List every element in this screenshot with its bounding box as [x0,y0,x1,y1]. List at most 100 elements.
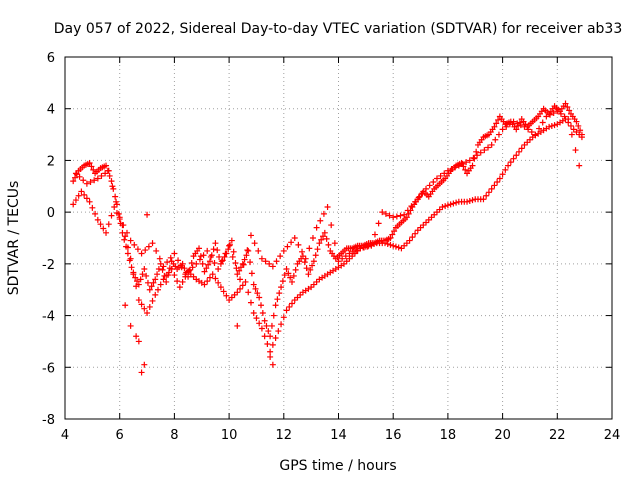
point-track-a [239,260,246,267]
point-track-c [83,180,90,187]
point-track-b [253,315,260,322]
point-track-c [189,264,196,271]
point-track-b [283,307,290,314]
point-track-c [357,245,364,252]
point-track-a [72,174,79,181]
point-track-a [309,262,316,269]
point-track-a [106,172,113,179]
point-track-b [390,242,397,249]
point-track-a [132,274,139,281]
point-track-c [306,245,313,252]
point-track-a [234,271,241,278]
point-track-c [116,214,123,221]
point-track-a [159,266,166,273]
point-track-c [123,229,130,236]
point-track-c [87,178,94,185]
point-track-a [141,266,148,273]
point-track-b [409,234,416,241]
point-track-a [227,241,234,248]
point-track-c [412,198,419,205]
point-track-c [364,243,371,250]
point-track-c [200,252,207,259]
point-track-b [439,203,446,210]
point-track-a [292,266,299,273]
point-track-c [335,258,342,265]
point-track-c [156,255,163,262]
point-track-a [103,162,110,169]
point-track-c [419,190,426,197]
point-track-a [179,260,186,267]
point-track-a [290,272,297,279]
point-track-a [289,278,296,285]
point-track-c [266,260,273,267]
y-tick-label: 0 [47,206,55,221]
point-track-a [134,278,141,285]
point-track-a [248,270,255,277]
point-track-b [89,204,96,211]
point-track-b [154,286,161,293]
point-track-c [536,125,543,132]
point-track-a [214,247,221,254]
point-track-a [265,328,272,335]
point-track-b [247,299,254,306]
point-outliers [144,211,151,218]
point-track-a [387,235,394,241]
point-track-c [568,131,575,138]
point-track-a [225,246,232,253]
point-track-b [469,197,476,204]
point-outliers [234,322,241,329]
point-track-c [280,247,287,254]
point-track-c [302,255,309,262]
point-track-b [86,198,93,205]
point-track-a [281,272,288,279]
point-track-b [567,122,574,129]
point-track-c [503,123,510,130]
point-track-c [98,172,105,179]
point-track-c [382,210,389,217]
point-outliers [141,361,148,368]
point-track-b [113,210,120,217]
point-track-b [505,162,512,169]
point-track-c [113,198,120,205]
point-track-b [141,305,148,312]
point-track-b [480,196,487,203]
y-tick-label: 4 [47,103,55,118]
grid-lines [65,57,612,419]
axis-ticks [64,56,613,420]
point-track-b [444,202,451,209]
point-track-b [264,341,271,348]
point-track-c [393,213,400,220]
point-track-b [78,188,85,195]
point-track-c [309,235,316,241]
point-track-c [547,111,554,118]
point-track-a [312,252,319,259]
point-track-b [234,289,241,296]
point-track-c [565,116,572,123]
point-track-b [157,281,164,288]
point-track-b [97,221,104,228]
point-track-b [496,175,503,182]
point-track-a [274,296,281,303]
point-track-a [188,259,195,266]
y-tick-label: 6 [47,51,55,66]
point-track-c [229,253,236,260]
point-track-a [155,266,162,273]
point-track-c [368,242,375,249]
point-track-a [70,178,77,185]
point-track-b [146,303,153,310]
point-track-a [108,178,115,185]
point-track-c [328,222,335,229]
point-track-c [277,253,284,260]
point-track-b [122,233,129,240]
point-track-a [232,259,239,266]
point-track-a [462,166,469,173]
point-track-c [576,162,583,169]
point-track-c [361,244,368,251]
x-tick-label: 10 [221,428,238,443]
point-track-b [267,348,274,355]
y-tick-label: -8 [42,413,55,428]
point-track-c [554,108,561,115]
point-track-b [272,334,279,341]
point-track-b [92,210,99,217]
point-track-a [268,322,275,329]
